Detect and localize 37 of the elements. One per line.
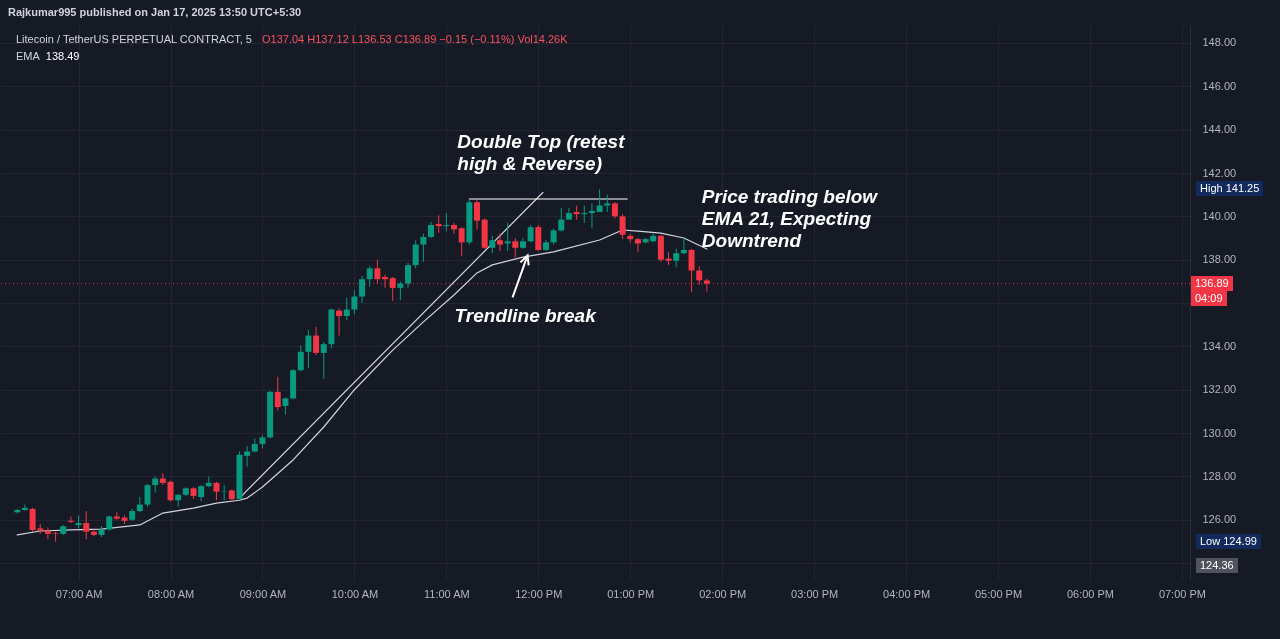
text: Litecoin / TetherUS PERPETUAL CONTRACT, 5 [16, 33, 252, 45]
text: Rajkumar995 published on Jan 17, 2025 13:50 UTC+5:30 [8, 6, 302, 18]
x-tick-label: 01:00 PM [607, 587, 655, 600]
y-tick-label: 148.00 [1202, 36, 1237, 49]
x-tick-label: 05:00 PM [974, 587, 1023, 600]
x-tick-label: 02:00 PM [699, 587, 747, 600]
y-tick-label: 140.00 [1202, 209, 1237, 222]
x-tick-label: 11:00 AM [424, 587, 470, 600]
y-tick-label: 146.00 [1202, 79, 1237, 92]
y-tick-label: 128.00 [1202, 469, 1237, 482]
annotation: Price trading below EMA 21, Expecting Downtrend [701, 186, 878, 253]
x-tick-label: 12:00 PM [515, 587, 563, 600]
y-tick-label: 130.00 [1202, 426, 1237, 439]
text: O137.04 H137.12 L136.53 C136.89 −0.15 (−0.11%) Vol14.26K [261, 33, 568, 45]
x-tick-label: 06:00 PM [1066, 587, 1115, 600]
y-tick-label: 144.00 [1202, 123, 1237, 136]
y-tick-label: 132.00 [1202, 383, 1237, 396]
x-tick-label: 08:00 AM [147, 587, 195, 600]
x-tick-label: 07:00 AM [55, 587, 103, 600]
annotation: 138.49 [45, 50, 80, 62]
x-tick-label: 10:00 AM [331, 587, 379, 600]
annotation: Double Top (retest high & Reverse) [457, 131, 625, 176]
x-tick-label: 03:00 PM [791, 587, 839, 600]
text: EMA [16, 50, 40, 62]
text: 04:09 [1191, 290, 1227, 306]
y-tick-label: 126.00 [1202, 513, 1237, 526]
y-tick-label: 134.00 [1202, 339, 1237, 352]
text: 124.36 [1196, 558, 1238, 573]
ref-line-label: 136.89 [1191, 275, 1233, 291]
annotation: Trendline break [454, 305, 596, 328]
x-tick-label: 07:00 PM [1158, 587, 1206, 600]
x-tick-label: 04:00 PM [883, 587, 931, 600]
y-tick-label: 142.00 [1202, 166, 1237, 179]
text: High 141.25 [1196, 181, 1264, 197]
x-tick-label: 09:00 AM [239, 587, 287, 600]
y-tick-label: 138.00 [1202, 253, 1237, 266]
text: Low 124.99 [1196, 533, 1261, 549]
